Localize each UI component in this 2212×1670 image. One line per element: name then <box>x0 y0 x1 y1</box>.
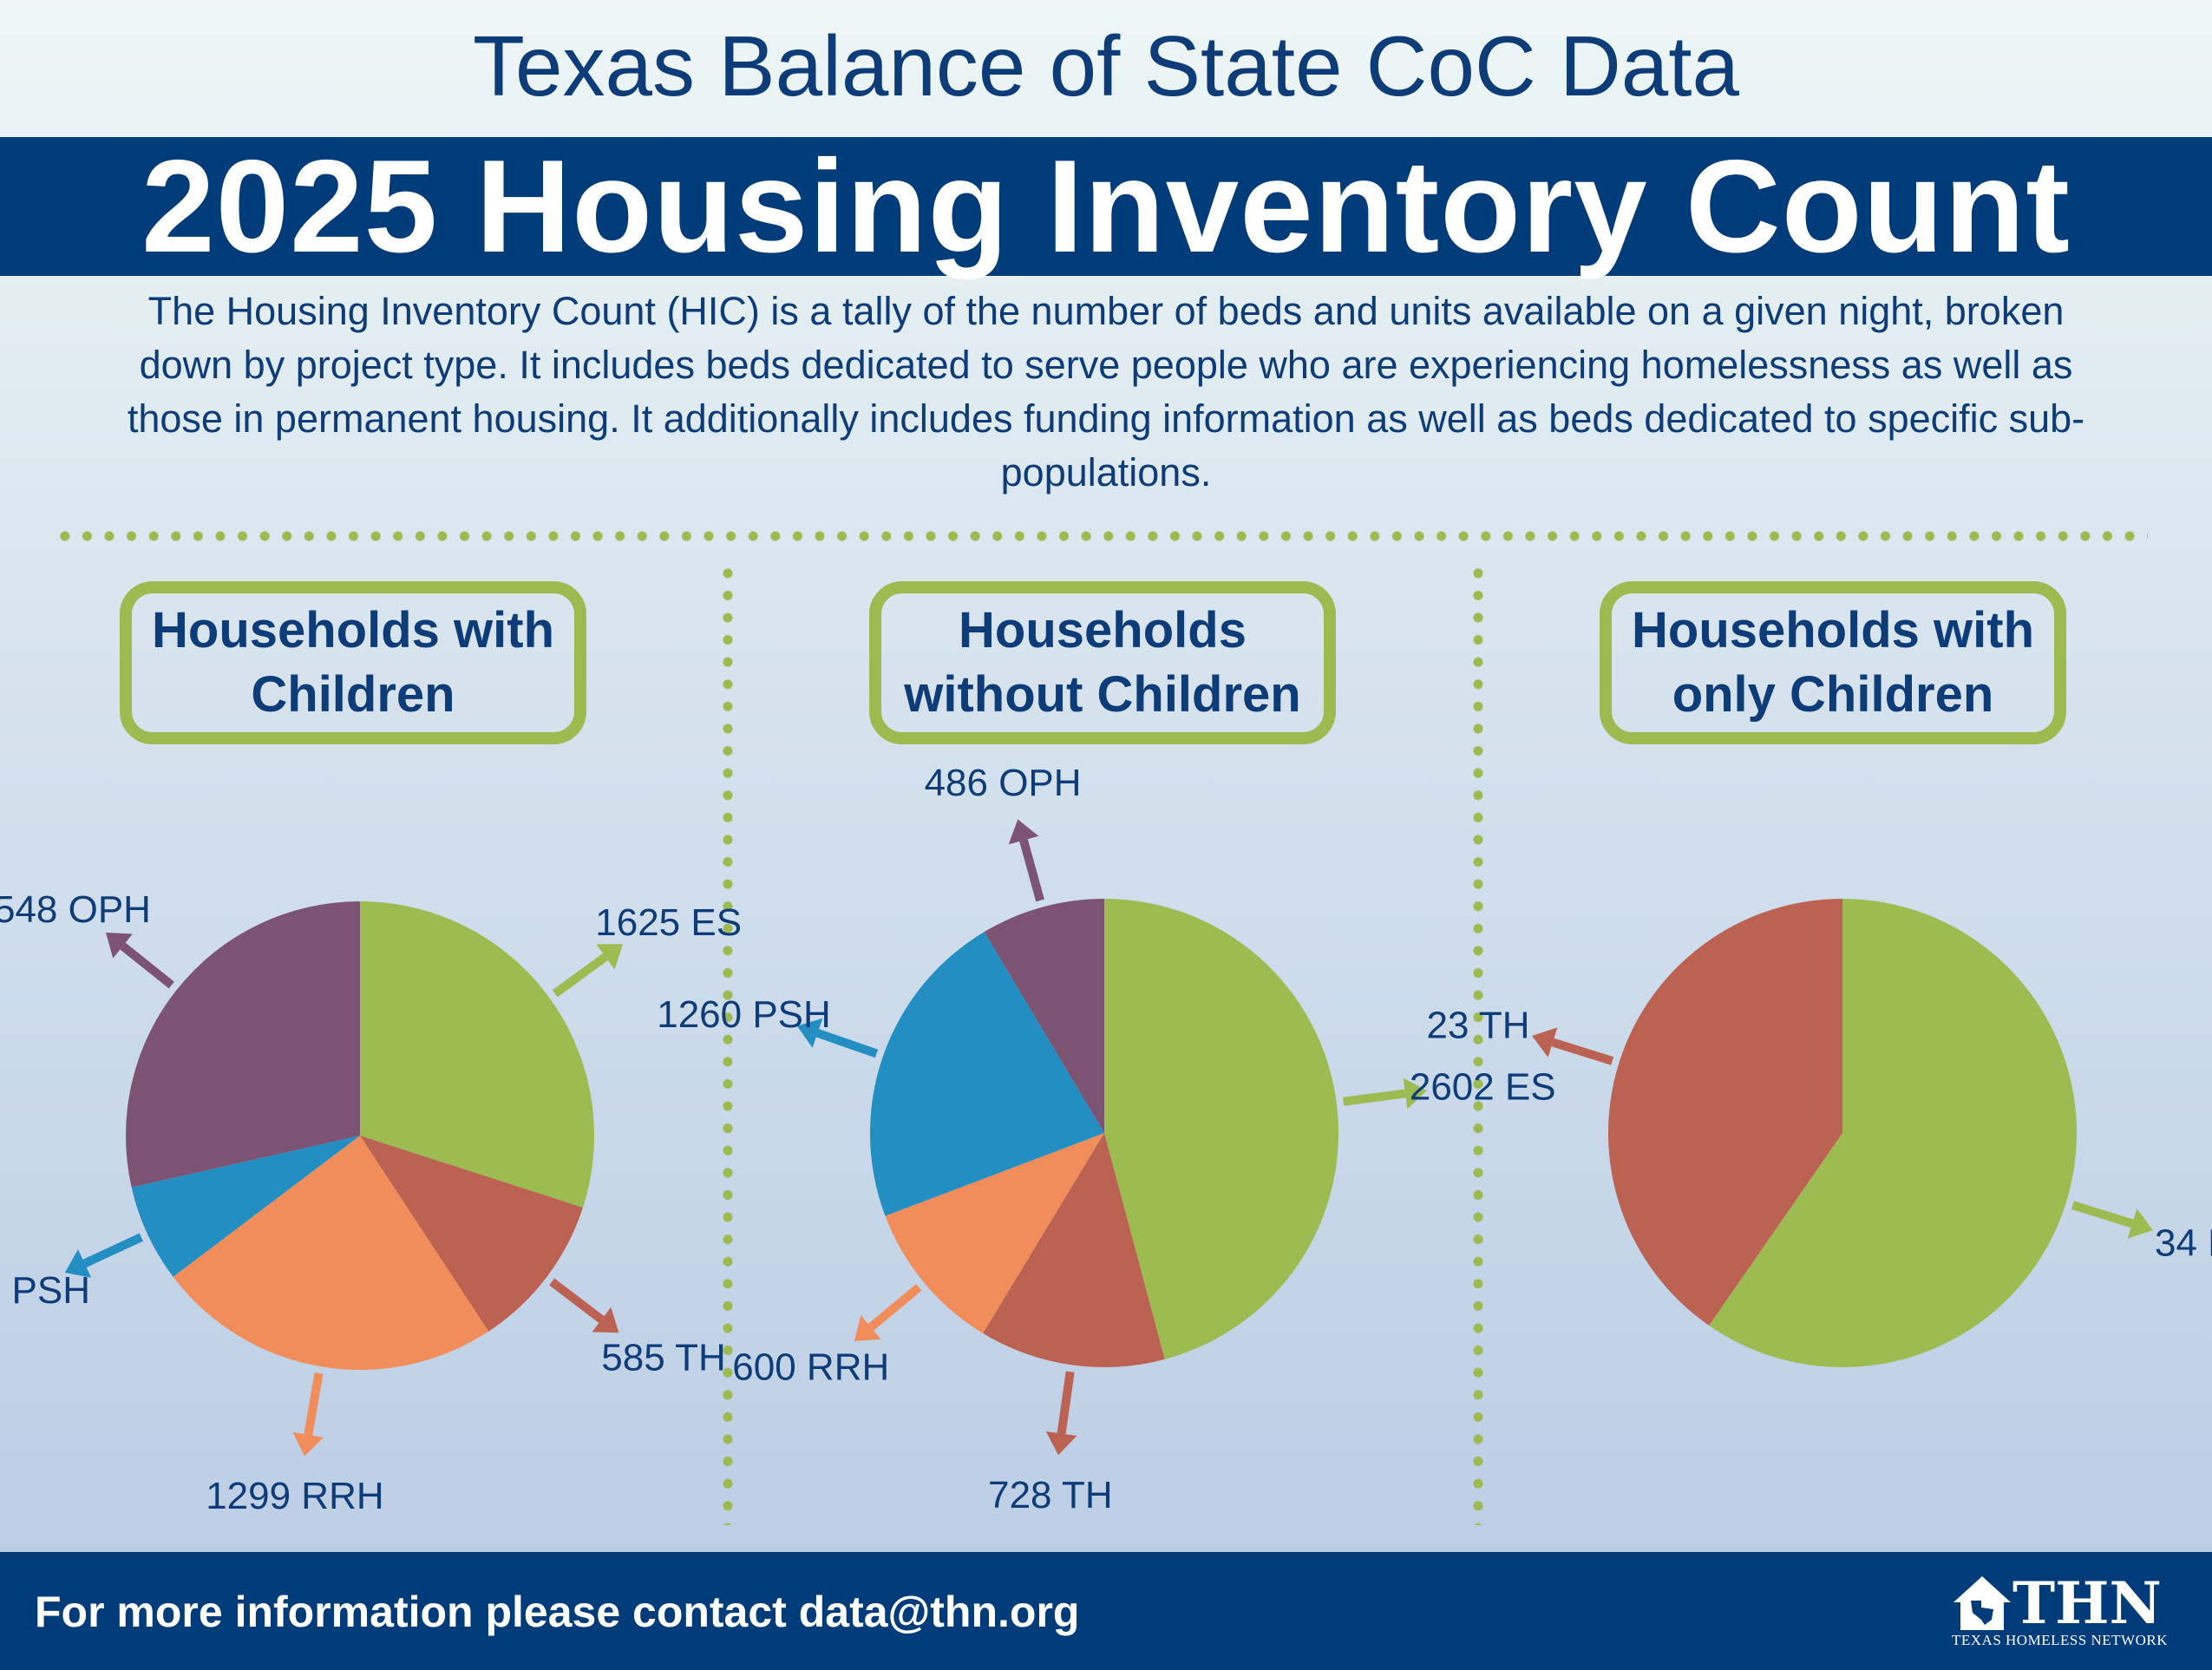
dotted-divider-vertical-1 <box>723 562 733 1525</box>
pie-slice-es <box>1104 899 1338 1359</box>
arrow-shaft-es <box>552 953 608 998</box>
arrow-head-rrh <box>854 1315 881 1341</box>
data-label-th: 23 TH <box>1427 1005 1530 1047</box>
data-label-rrh: 600 RRH <box>732 1346 889 1389</box>
description: The Housing Inventory Count (HIC) is a t… <box>127 289 2085 494</box>
arrow-shaft-oph <box>120 942 174 989</box>
arrow-shaft-psh <box>815 1029 879 1058</box>
pie-slice-psh <box>131 1136 360 1277</box>
arrow-head-es <box>2127 1208 2153 1239</box>
page-title: 2025 Housing Inventory Count <box>0 137 2212 276</box>
arrow-head-es <box>1403 1077 1427 1110</box>
arrow-shaft-th <box>1551 1038 1614 1065</box>
pie-slice-th <box>1608 899 1842 1326</box>
data-label-oph: 486 OPH <box>925 762 1082 804</box>
subtitle: Texas Balance of State CoC Data <box>473 18 1739 114</box>
data-label-rrh: 1299 RRH <box>206 1475 383 1517</box>
arrow-shaft-rrh <box>867 1283 922 1331</box>
arrow-head-psh <box>64 1249 92 1278</box>
data-label-oph: 1548 OPH <box>0 888 151 931</box>
dotted-divider-vertical-2 <box>1473 562 1483 1525</box>
logo-text: THN <box>2012 1569 2162 1637</box>
logo-subtext: TEXAS HOMELESS NETWORK <box>1952 1632 2168 1648</box>
arrow-shaft-rrh <box>304 1372 324 1436</box>
arrow-head-th <box>1045 1431 1077 1456</box>
pie-slice-th <box>360 1136 583 1332</box>
arrow-shaft-psh <box>82 1233 143 1267</box>
chart-title-without-children: Households without Children <box>869 581 1336 744</box>
arrow-head-th <box>592 1307 619 1333</box>
data-label-th: 728 TH <box>988 1474 1113 1516</box>
data-label-th: 585 TH <box>601 1336 726 1379</box>
data-label-es: 2602 ES <box>1410 1065 1556 1108</box>
pie-slice-oph <box>125 901 360 1188</box>
arrow-shaft-th <box>1057 1371 1075 1435</box>
chart-title-only-children: Households with only Children <box>1600 581 2066 744</box>
data-label-es: 34 ES <box>2155 1221 2212 1264</box>
arrow-head-oph <box>106 932 133 959</box>
arrow-shaft-oph <box>1019 839 1044 902</box>
dotted-divider-horizontal <box>54 531 2148 541</box>
thn-logo: THN TEXAS HOMELESS NETWORK <box>1952 1575 2169 1648</box>
arrow-head-psh <box>796 1018 823 1048</box>
data-label-es: 1625 ES <box>595 901 742 944</box>
arrow-head-rrh <box>292 1431 324 1457</box>
arrow-head-es <box>596 944 624 970</box>
pie-slice-es <box>1709 899 2078 1368</box>
contact-text: For more information please contact data… <box>35 1588 1080 1636</box>
arrow-head-oph <box>1008 819 1039 845</box>
data-label-psh: 366 PSH <box>0 1269 90 1312</box>
pie-slice-oph <box>984 899 1104 1133</box>
arrow-head-th <box>1532 1027 1558 1058</box>
house-icon <box>1953 1576 2011 1630</box>
data-label-psh: 1260 PSH <box>657 993 831 1036</box>
pie-slice-rrh <box>173 1136 489 1370</box>
arrow-shaft-th <box>549 1278 605 1324</box>
footer: For more information please contact data… <box>0 1552 2212 1670</box>
chart-title-with-children: Households with Children <box>120 581 586 744</box>
pie-slice-es <box>360 901 594 1208</box>
pie-slice-th <box>983 1133 1165 1367</box>
arrow-shaft-es <box>2071 1201 2134 1228</box>
pie-slice-rrh <box>885 1133 1104 1333</box>
arrow-shaft-es <box>1342 1089 1406 1106</box>
pie-slice-psh <box>869 932 1104 1216</box>
